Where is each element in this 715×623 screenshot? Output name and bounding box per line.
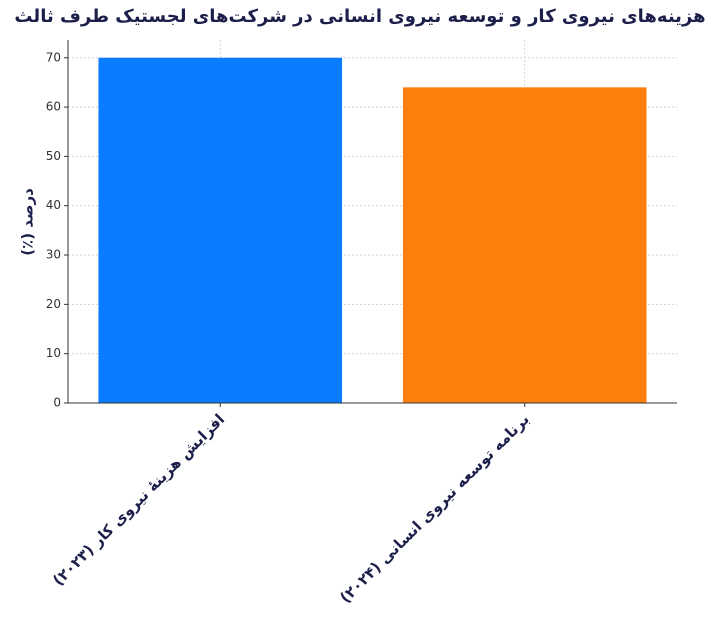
x-tick-label: برنامه توسعه نیروی انسانی (۲۰۲۴) (336, 410, 532, 606)
y-tick-label: 40 (46, 198, 61, 212)
chart-title: هزینه‌های نیروی کار و توسعه نیروی انسانی… (14, 6, 705, 27)
y-tick-label: 70 (46, 50, 61, 64)
y-tick-label: 20 (46, 297, 61, 311)
y-tick-label: 0 (53, 396, 61, 410)
y-tick-label: 60 (46, 100, 61, 114)
bar (98, 57, 343, 404)
y-tick-label: 50 (46, 149, 61, 163)
y-tick-label: 30 (46, 248, 61, 262)
bar (402, 87, 647, 403)
y-axis-label: درصد (٪) (19, 188, 37, 256)
y-tick-label: 10 (46, 346, 61, 360)
x-tick-label: افزایش هزینهٔ نیروی کار (۲۰۲۳) (49, 410, 228, 589)
